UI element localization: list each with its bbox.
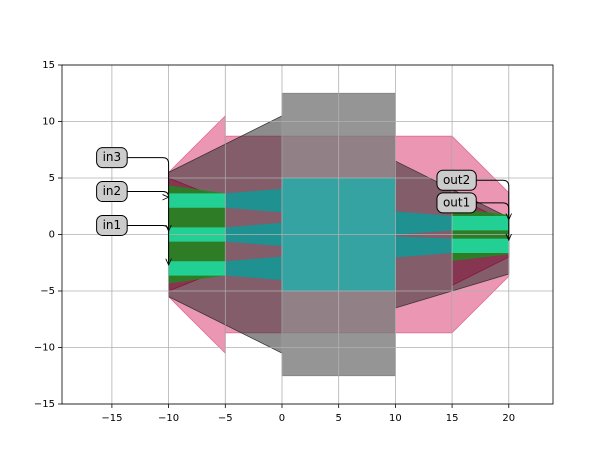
layout-polygon [451,238,510,253]
annotations: in3 in2 in1 out2 out1 [96,147,509,265]
port-label: in2 [103,184,122,198]
x-tick-label: −5 [218,413,233,424]
x-tick-label: 15 [446,413,459,424]
port-arrow [476,202,509,240]
port-label: in1 [103,218,122,232]
y-tick-label: −10 [34,343,55,354]
y-tick-label: 5 [49,173,55,184]
port-arrow [127,157,168,231]
x-tick-label: −15 [101,413,122,424]
x-tick-label: 0 [279,413,285,424]
layout-polygon [168,261,226,276]
x-tick-label: 5 [335,413,341,424]
port-label: in3 [103,150,122,164]
port-arrow [127,192,168,198]
y-tick-label: 15 [42,60,55,71]
layout-polygon [168,193,226,208]
layout-polygon [451,216,510,231]
y-tick-label: 0 [49,230,55,241]
x-tick-label: 20 [502,413,515,424]
x-tick-label: 10 [389,413,402,424]
port-label: out2 [443,173,470,187]
x-tick-label: −10 [158,413,179,424]
y-tick-label: 10 [42,117,55,128]
plot-frame [61,64,554,405]
y-tick-label: −15 [34,399,55,410]
y-tick-label: −5 [40,286,55,297]
port-arrow [476,179,509,220]
port-label: out1 [443,195,470,209]
port-arrow [127,224,168,265]
